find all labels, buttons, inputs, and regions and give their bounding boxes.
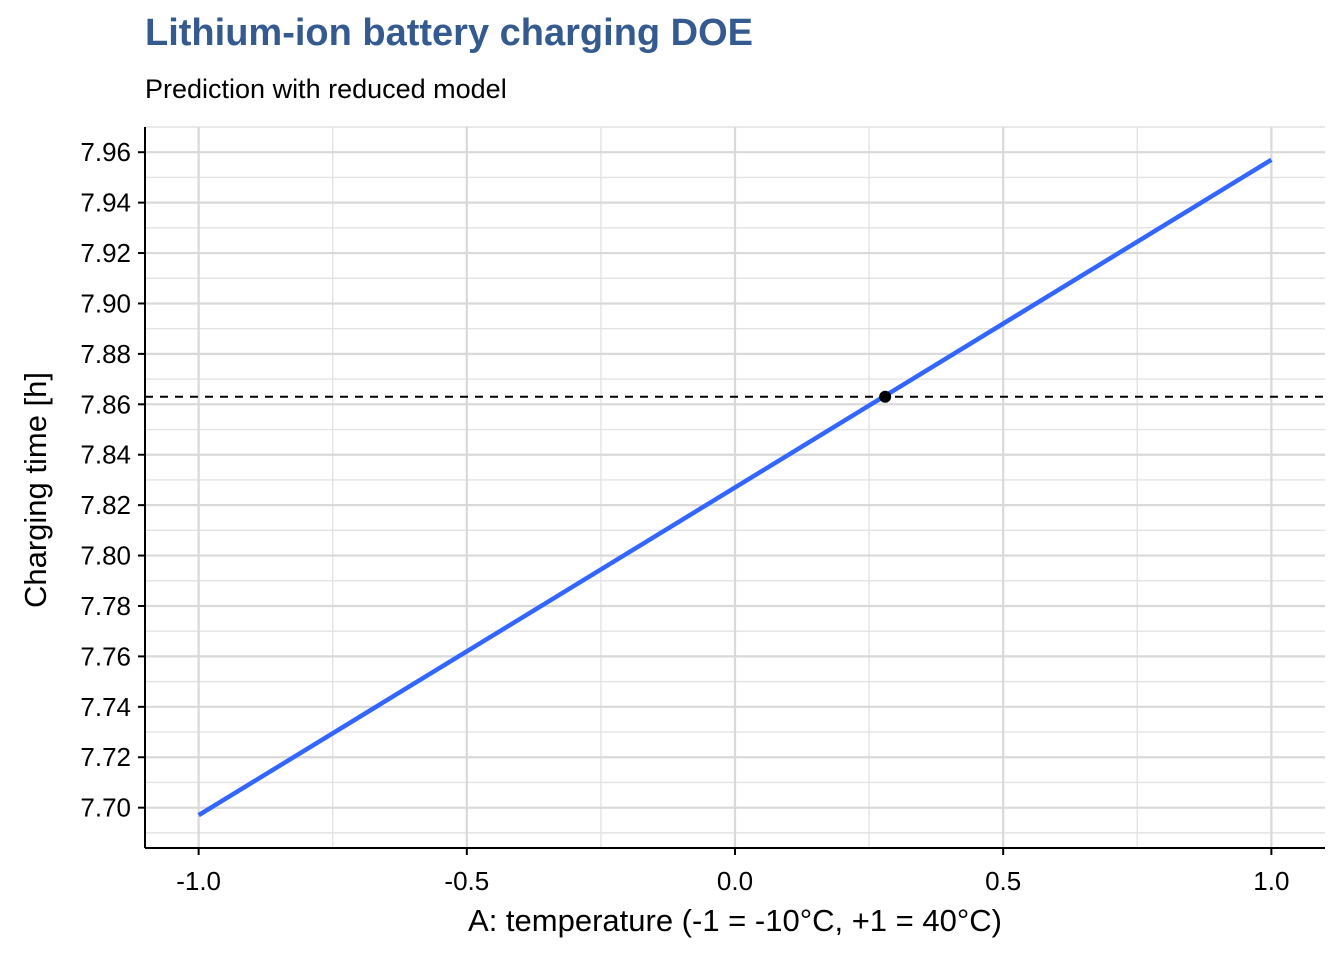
chart-axes: -1.0 -0.5 0.0 0.5 1.0 7.70 7.72 7.74 7.76 7.78 7.8…: [80, 127, 1325, 896]
x-tick-label: 0.5: [985, 866, 1021, 896]
y-tick-label: 7.70: [80, 793, 131, 823]
y-tick-label: 7.74: [80, 692, 131, 722]
grid-major: [145, 127, 1325, 848]
y-tick-label: 7.84: [80, 440, 131, 470]
x-tick-label: -1.0: [176, 866, 221, 896]
y-axis-label: Charging time [h]: [18, 372, 53, 608]
y-tick-label: 7.90: [80, 288, 131, 318]
chart-marks: [145, 157, 1325, 818]
highlight-point: [879, 390, 892, 403]
x-tick-label: 1.0: [1253, 866, 1289, 896]
chart-title: Lithium-ion battery charging DOE: [145, 12, 754, 54]
y-tick-label: 7.78: [80, 591, 131, 621]
y-tick-label: 7.80: [80, 541, 131, 571]
y-tick-label: 7.76: [80, 641, 131, 671]
x-tick-label: -0.5: [444, 866, 489, 896]
x-axis-label: A: temperature (-1 = -10°C, +1 = 40°C): [468, 903, 1002, 938]
x-tick-label: 0.0: [717, 866, 753, 896]
chart-subtitle: Prediction with reduced model: [145, 74, 507, 104]
y-tick-label: 7.96: [80, 137, 131, 167]
y-tick-label: 7.82: [80, 490, 131, 520]
y-tick-label: 7.88: [80, 339, 131, 369]
y-tick-label: 7.86: [80, 389, 131, 419]
series-line: [197, 157, 1273, 818]
y-tick-label: 7.92: [80, 238, 131, 268]
y-tick-label: 7.72: [80, 742, 131, 772]
y-tick-label: 7.94: [80, 188, 131, 218]
